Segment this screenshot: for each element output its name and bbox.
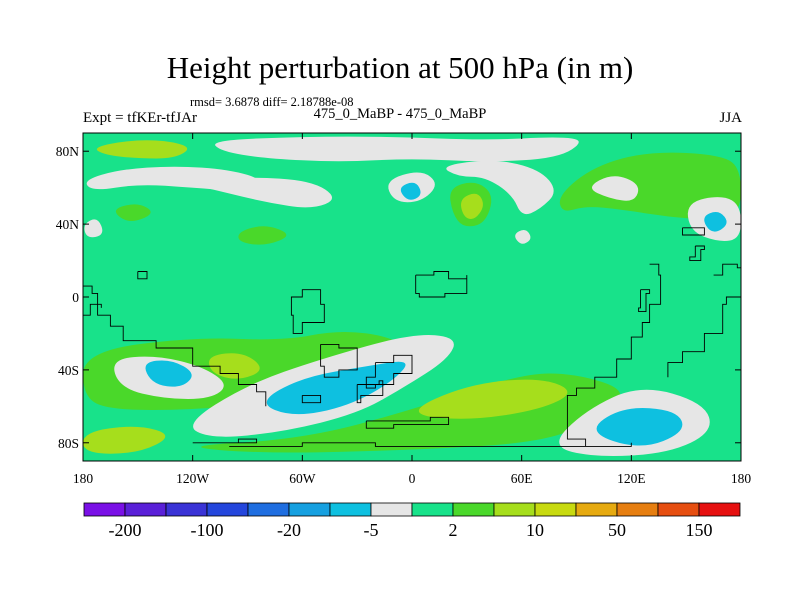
colorbar-swatch-14 bbox=[657, 502, 700, 517]
colorbar-swatch-0 bbox=[83, 502, 126, 517]
contour-region-25 bbox=[83, 426, 166, 454]
colorbar-swatch-15 bbox=[698, 502, 741, 517]
coastline-6 bbox=[415, 271, 468, 298]
y-tick-label-1: 40N bbox=[56, 217, 80, 232]
contour-fills bbox=[83, 136, 741, 456]
stats-label: rmsd= 3.6878 diff= 2.18788e-08 bbox=[190, 95, 354, 109]
contour-region-20 bbox=[208, 353, 260, 379]
colorbar-swatch-7 bbox=[370, 502, 413, 517]
colorbar-swatch-11 bbox=[534, 502, 577, 517]
contour-region-9 bbox=[515, 229, 531, 244]
colorbar-swatch-2 bbox=[165, 502, 208, 517]
colorbar-swatch-5 bbox=[288, 502, 331, 517]
coastline-11 bbox=[566, 263, 662, 447]
colorbar-label-2: -20 bbox=[277, 520, 301, 540]
coastline-17 bbox=[83, 303, 102, 316]
contour-region-6 bbox=[446, 160, 554, 215]
x-tick-label-5: 120E bbox=[617, 471, 646, 486]
experiment-label: Expt = tfKEr-tfJAr bbox=[83, 110, 197, 126]
coastline-10 bbox=[365, 416, 450, 429]
coastline-0 bbox=[83, 285, 267, 407]
colorbar-swatch-4 bbox=[247, 502, 290, 517]
coastline-2 bbox=[290, 289, 325, 334]
coastline-9 bbox=[229, 442, 632, 447]
contour-region-19 bbox=[145, 360, 192, 387]
colorbar-label-7: 150 bbox=[686, 520, 713, 540]
y-tick-label-0: 80N bbox=[56, 144, 80, 159]
coastline-16 bbox=[667, 296, 741, 378]
coastline-outlines bbox=[83, 227, 741, 447]
colorbar-swatch-10 bbox=[493, 502, 536, 517]
x-tick-label-4: 60E bbox=[511, 471, 533, 486]
contour-region-22 bbox=[266, 361, 406, 415]
colorbar-swatch-6 bbox=[329, 502, 372, 517]
colorbar-label-5: 10 bbox=[526, 520, 544, 540]
coastline-3 bbox=[320, 343, 358, 378]
contour-region-24 bbox=[418, 379, 568, 419]
x-tick-label-1: 120W bbox=[176, 471, 209, 486]
x-tick-label-6: 180 bbox=[731, 471, 752, 486]
colorbar-swatch-3 bbox=[206, 502, 249, 517]
y-tick-label-3: 40S bbox=[58, 363, 79, 378]
contour-region-8 bbox=[461, 193, 483, 219]
coastline-7 bbox=[301, 394, 322, 404]
coastline-15 bbox=[713, 263, 741, 279]
season-label: JJA bbox=[719, 110, 742, 126]
contour-region-2 bbox=[188, 177, 333, 208]
chart-title: Height perturbation at 500 hPa (in m) bbox=[166, 50, 634, 85]
coastline-1 bbox=[137, 271, 148, 280]
coastline-12 bbox=[638, 289, 651, 313]
x-tick-label-2: 60W bbox=[289, 471, 316, 486]
period-label: 475_0_MaBP - 475_0_MaBP bbox=[313, 106, 487, 122]
colorbar-label-1: -100 bbox=[191, 520, 224, 540]
colorbar-swatch-9 bbox=[452, 502, 495, 517]
contour-region-27 bbox=[596, 407, 683, 446]
contour-region-14 bbox=[115, 204, 151, 221]
contour-region-0 bbox=[96, 140, 188, 159]
contour-region-15 bbox=[238, 226, 287, 245]
colorbar-label-0: -200 bbox=[109, 520, 142, 540]
y-tick-label-4: 80S bbox=[58, 436, 79, 451]
contour-region-5 bbox=[400, 182, 421, 200]
coastline-14 bbox=[689, 245, 705, 262]
colorbar-swatch-12 bbox=[575, 502, 618, 517]
axis-ticks: 180 120W 60W 0 60E 120E 180 80N 40N 0 40S 80S bbox=[56, 133, 752, 486]
y-tick-label-2: 0 bbox=[72, 290, 79, 305]
contour-region-3 bbox=[215, 136, 579, 162]
x-tick-label-3: 0 bbox=[409, 471, 416, 486]
colorbar-label-3: -5 bbox=[364, 520, 379, 540]
colorbar-swatch-13 bbox=[616, 502, 659, 517]
coastline-13 bbox=[682, 227, 705, 236]
contour-region-13 bbox=[704, 211, 727, 232]
coastline-4 bbox=[365, 354, 413, 389]
colorbar-swatch-8 bbox=[411, 502, 454, 517]
coastline-8 bbox=[192, 438, 258, 444]
colorbar-swatch-1 bbox=[124, 502, 167, 517]
coastline-5 bbox=[356, 380, 384, 404]
x-tick-label-0: 180 bbox=[73, 471, 94, 486]
colorbar: -200 -100 -20 -5 2 10 50 150 bbox=[83, 502, 741, 540]
contour-region-11 bbox=[591, 176, 639, 201]
colorbar-label-4: 2 bbox=[449, 520, 458, 540]
colorbar-label-6: 50 bbox=[608, 520, 626, 540]
